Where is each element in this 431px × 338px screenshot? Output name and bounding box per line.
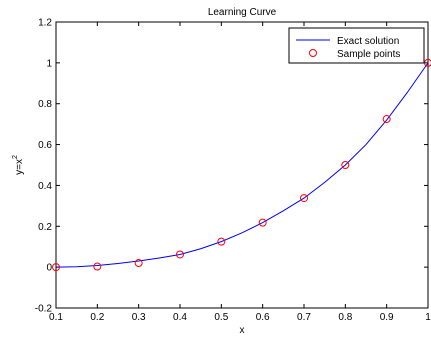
x-tick-label: 0.6 — [256, 312, 270, 323]
x-tick-label: 0.2 — [90, 312, 104, 323]
chart-title: Learning Curve — [208, 7, 277, 18]
series-layer — [52, 58, 431, 272]
plot-area — [55, 21, 429, 309]
legend-box — [288, 27, 425, 64]
sample-point — [176, 250, 184, 259]
x-tick-label: 0.5 — [214, 312, 228, 323]
sample-point — [382, 115, 391, 124]
y-tick-label: 1 — [46, 58, 52, 69]
sample-point — [93, 262, 102, 271]
sample-point — [134, 259, 143, 268]
y-tick-label: 0.8 — [38, 99, 52, 110]
y-tick-label: 0.6 — [38, 140, 52, 151]
y-tick-label: 1.2 — [38, 18, 52, 29]
legend-label-sample-points: Sample points — [337, 49, 400, 60]
y-axis-label-superscript: 2 — [12, 155, 19, 159]
sample-point — [217, 237, 226, 246]
legend: Exact solution Sample points — [288, 27, 425, 64]
x-tick-label: 0.7 — [297, 312, 311, 323]
sample-point — [341, 161, 350, 169]
legend-label-exact-solution: Exact solution — [337, 36, 399, 47]
x-tick-label: 1 — [425, 312, 431, 323]
x-tick-label: 0.1 — [49, 312, 63, 323]
x-axis-label: x — [240, 325, 245, 336]
y-axis-label-base: y=x — [14, 159, 25, 175]
x-axis: 0.1 0.2 0.3 0.4 0.5 0.6 0.7 0.8 0.9 1 — [49, 22, 431, 323]
y-tick-label: 0 — [46, 263, 52, 274]
y-axis-label: y=x2 — [12, 155, 25, 175]
legend-marker-sample — [309, 49, 317, 57]
sample-point — [258, 218, 267, 227]
y-tick-label: -0.2 — [35, 304, 53, 315]
x-tick-label: 0.9 — [380, 312, 394, 323]
y-axis: -0.2 0 0.2 0.4 0.6 0.8 1 1.2 — [35, 18, 428, 315]
sample-point — [300, 194, 308, 203]
x-tick-label: 0.3 — [132, 312, 146, 323]
x-tick-label: 0.4 — [173, 312, 187, 323]
x-tick-label: 0.8 — [338, 312, 352, 323]
y-tick-label: 0.4 — [38, 181, 52, 192]
sample-point — [52, 263, 60, 272]
y-tick-label: 0.2 — [38, 222, 52, 233]
series-line-exact-solution — [55, 62, 429, 268]
